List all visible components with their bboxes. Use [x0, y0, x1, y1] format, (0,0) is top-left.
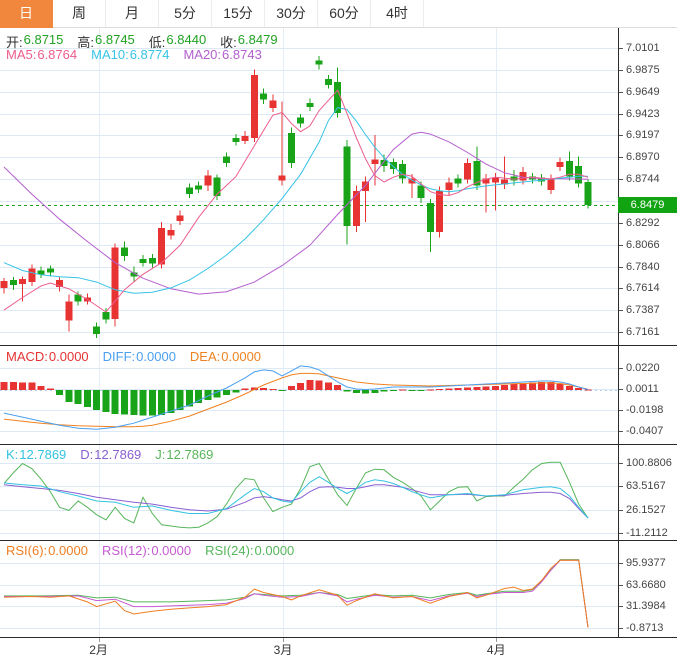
legend-item: 高: 6.8745 — [77, 32, 135, 50]
y-axis-label: -0.0407 — [626, 424, 664, 437]
y-axis-label: 6.7614 — [626, 282, 660, 295]
legend-item: D: 12.7869 — [80, 447, 142, 462]
y-axis-label: 63.5167 — [626, 480, 666, 493]
y-axis-label: 63.6680 — [626, 578, 666, 591]
tab-周[interactable]: 周 — [53, 0, 106, 27]
tab-30分[interactable]: 30分 — [265, 0, 318, 27]
y-axis-label: 6.9649 — [626, 85, 660, 98]
y-axis-label: 6.7387 — [626, 304, 660, 317]
y-axis-label: 6.9423 — [626, 107, 660, 120]
x-axis-label: 4月 — [486, 643, 506, 657]
legend-item: 收: 6.8479 — [220, 32, 278, 50]
legend-item: DEA: 0.0000 — [189, 349, 262, 364]
y-axis-label: 100.8806 — [626, 457, 672, 469]
ma-legend: MA5: 6.8764 MA10: 6.8774 MA20: 6.8743 — [6, 47, 262, 62]
ohlc-legend: 开: 6.8715 高: 6.8745 低: 6.8440 收: 6.8479 — [6, 32, 278, 51]
y-axis-label: 7.0101 — [626, 42, 660, 54]
y-axis-label: 95.9377 — [626, 557, 666, 569]
legend-item: RSI(24): 0.0000 — [205, 543, 295, 558]
legend-item: K: 12.7869 — [6, 447, 67, 462]
legend-item: DIFF: 0.0000 — [102, 349, 176, 364]
timeframe-tab-bar: 日周月 5分 15分 30分 60分 4时 — [0, 0, 677, 28]
kdj-legend: K: 12.7869 D: 12.7869 J: 12.7869 — [6, 447, 213, 462]
y-axis-label: 6.8970 — [626, 151, 660, 164]
x-axis-label: 3月 — [273, 643, 293, 657]
legend-item: 开: 6.8715 — [6, 32, 64, 50]
y-axis-label: 6.8066 — [626, 238, 660, 251]
legend-item: RSI(6): 0.0000 — [6, 543, 88, 558]
y-axis-label: 6.9875 — [626, 63, 660, 76]
y-axis-label: 0.0011 — [626, 382, 659, 395]
legend-item: 低: 6.8440 — [148, 32, 207, 50]
y-axis-label: 6.9197 — [626, 129, 660, 142]
y-axis-label: -0.8713 — [626, 621, 664, 634]
tab-日[interactable]: 日 — [0, 0, 53, 28]
tab-月[interactable]: 月 — [106, 0, 159, 27]
tab-15分[interactable]: 15分 — [212, 0, 265, 27]
legend-item: MA10: 6.8774 — [91, 47, 170, 62]
y-axis-label: 6.7840 — [626, 260, 660, 273]
y-axis-label: -0.0198 — [626, 403, 664, 416]
y-axis-label: 6.8744 — [626, 173, 660, 186]
y-axis-label: 6.7161 — [626, 326, 660, 339]
legend-item: MA5: 6.8764 — [6, 47, 78, 62]
tab-5分[interactable]: 5分 — [159, 0, 212, 27]
y-axis-label: 6.8292 — [626, 216, 660, 229]
tab-4时[interactable]: 4时 — [371, 0, 424, 27]
legend-item: MA20: 6.8743 — [183, 47, 262, 62]
tab-60分[interactable]: 60分 — [318, 0, 371, 27]
legend-item: J: 12.7869 — [155, 447, 214, 462]
y-axis-label: 31.3984 — [626, 600, 666, 613]
rsi-legend: RSI(6): 0.0000 RSI(12): 0.0000 RSI(24): 0.000… — [6, 543, 294, 558]
macd-legend: MACD: 0.0000 DIFF: 0.0000 DEA: 0.0000 — [6, 349, 261, 364]
y-axis-label: -11.2112 — [626, 527, 668, 539]
current-price-badge: 6.8479 — [618, 196, 677, 213]
x-axis-label: 2月 — [89, 643, 108, 657]
legend-item: MACD: 0.0000 — [6, 349, 89, 364]
legend-item: RSI(12): 0.0000 — [101, 543, 192, 558]
y-axis-label: 26.1527 — [626, 503, 666, 516]
y-axis-label: 0.0220 — [626, 361, 660, 374]
